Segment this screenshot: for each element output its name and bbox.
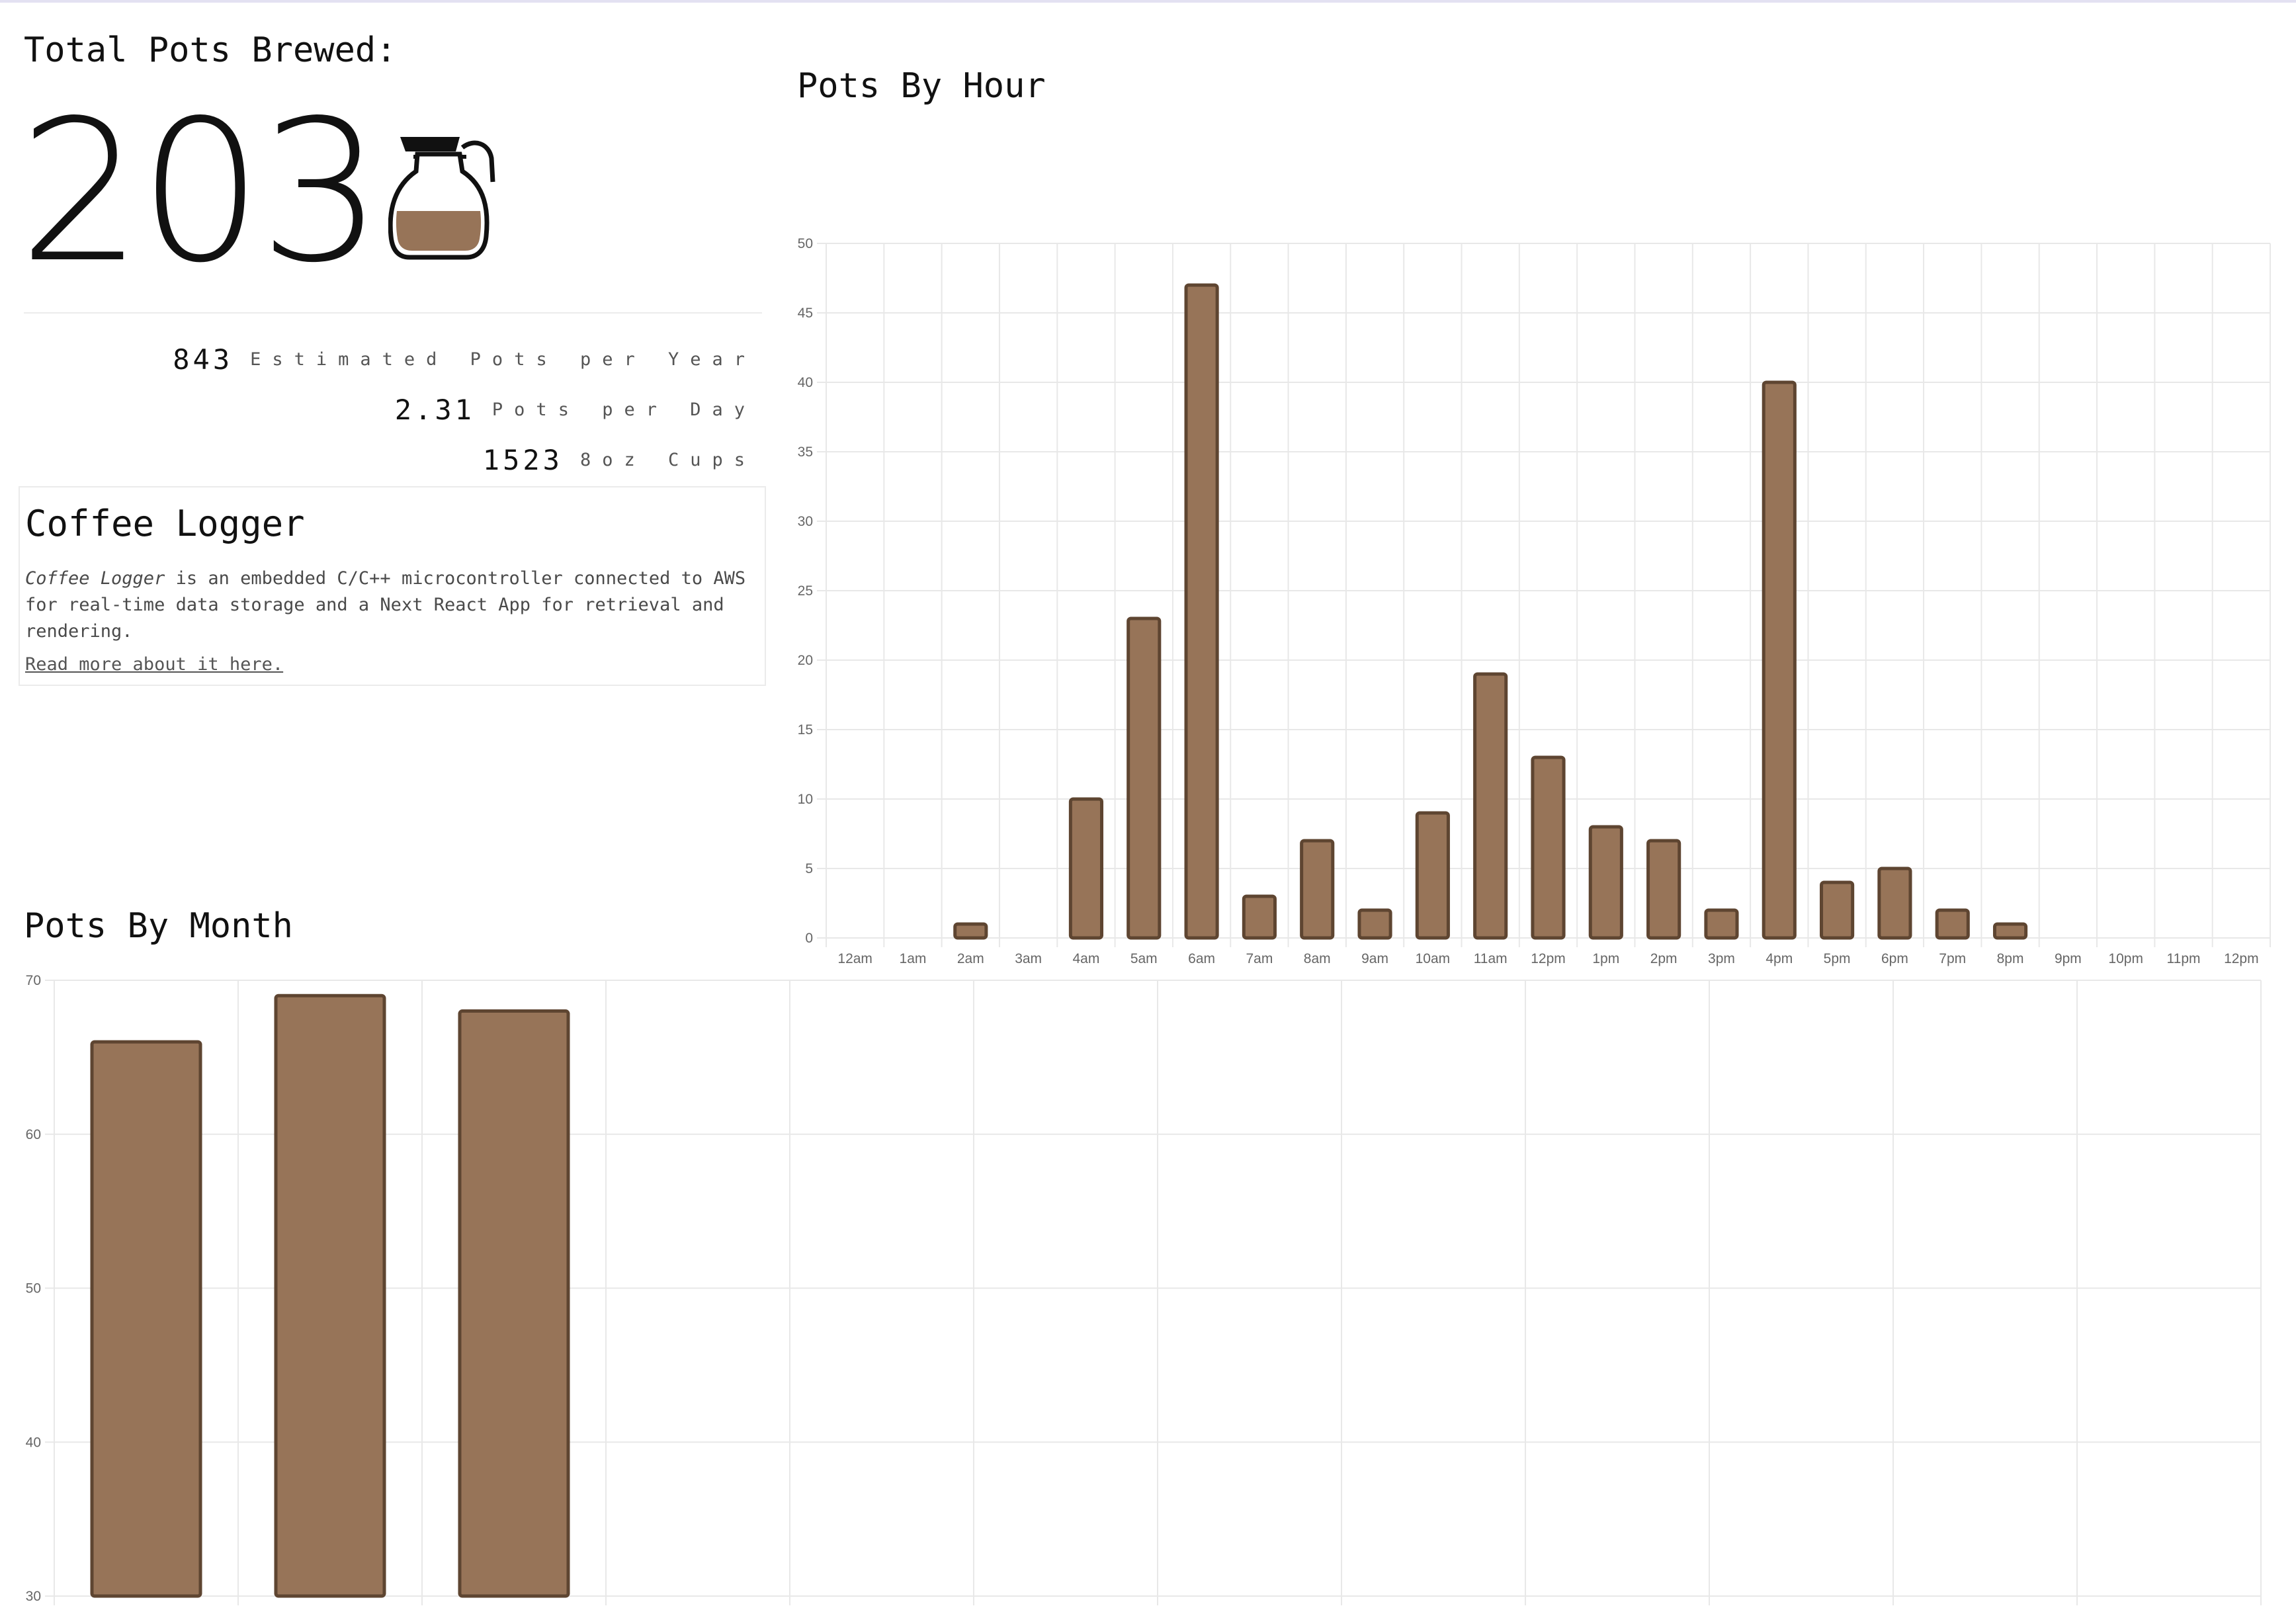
y-tick-label: 5 bbox=[805, 861, 813, 876]
x-tick-label: 12am bbox=[837, 951, 872, 966]
y-tick-label: 50 bbox=[798, 236, 813, 251]
stat-row: 843 Estimated Pots per Year bbox=[28, 334, 756, 384]
coffee-pot-icon bbox=[388, 137, 495, 260]
bar bbox=[1935, 908, 1970, 940]
y-tick-label: 25 bbox=[798, 583, 813, 599]
x-tick-label: 2am bbox=[957, 951, 984, 966]
about-description: Coffee Logger is an embedded C/C++ micro… bbox=[25, 566, 759, 645]
y-tick-label: 40 bbox=[26, 1435, 41, 1450]
bar bbox=[274, 993, 386, 1598]
stat-label: Pots per Day bbox=[491, 399, 756, 420]
about-card: Coffee Logger Coffee Logger is an embedd… bbox=[19, 486, 766, 686]
stat-label: Estimated Pots per Year bbox=[250, 349, 756, 370]
x-tick-label: 2pm bbox=[1650, 951, 1678, 966]
top-accent-line bbox=[0, 0, 2296, 3]
x-tick-label: 4am bbox=[1073, 951, 1100, 966]
y-tick-label: 10 bbox=[798, 792, 813, 807]
total-pots-label: Total Pots Brewed: bbox=[24, 30, 397, 70]
bar bbox=[1877, 866, 1912, 940]
total-pots-value: 203 bbox=[19, 78, 383, 306]
x-tick-label: 8am bbox=[1304, 951, 1331, 966]
x-tick-label: 3pm bbox=[1708, 951, 1735, 966]
y-tick-label: 15 bbox=[798, 722, 813, 738]
bar bbox=[1184, 283, 1219, 940]
bar bbox=[1820, 880, 1855, 940]
x-tick-label: 8pm bbox=[1997, 951, 2024, 966]
read-more-link[interactable]: Read more about it here. bbox=[25, 654, 284, 675]
y-tick-label: 45 bbox=[798, 306, 813, 321]
bar bbox=[1531, 755, 1566, 940]
about-title: Coffee Logger bbox=[25, 503, 305, 544]
bar bbox=[1704, 908, 1739, 940]
x-tick-label: 12pm bbox=[1531, 951, 1566, 966]
bar bbox=[1992, 922, 2028, 940]
x-tick-label: 11pm bbox=[2167, 951, 2201, 966]
y-tick-label: 60 bbox=[26, 1127, 41, 1142]
x-tick-label: 9am bbox=[1361, 951, 1388, 966]
stat-label: 8oz Cups bbox=[579, 449, 756, 470]
stats-list: 843 Estimated Pots per Year 2.31 Pots pe… bbox=[28, 334, 756, 485]
bar bbox=[1415, 811, 1450, 940]
bar bbox=[1300, 839, 1335, 940]
y-tick-label: 35 bbox=[798, 444, 813, 460]
x-tick-label: 9pm bbox=[2055, 951, 2082, 966]
y-tick-label: 0 bbox=[805, 931, 813, 946]
stat-value: 843 bbox=[173, 343, 234, 376]
y-tick-label: 30 bbox=[26, 1589, 41, 1604]
stat-value: 2.31 bbox=[394, 393, 475, 426]
bar bbox=[458, 1009, 570, 1598]
bar bbox=[1127, 616, 1162, 940]
bar bbox=[1588, 825, 1623, 940]
x-tick-label: 6am bbox=[1188, 951, 1215, 966]
month-chart-title: Pots By Month bbox=[24, 906, 293, 946]
y-tick-label: 70 bbox=[26, 973, 41, 988]
x-tick-label: 6pm bbox=[1881, 951, 1908, 966]
bar bbox=[1068, 797, 1104, 940]
x-tick-label: 10am bbox=[1416, 951, 1451, 966]
x-tick-label: 10pm bbox=[2108, 951, 2143, 966]
summary-divider bbox=[24, 312, 762, 314]
y-tick-label: 40 bbox=[798, 375, 813, 390]
bar bbox=[90, 1040, 202, 1598]
about-name-em: Coffee Logger bbox=[25, 568, 165, 589]
bar bbox=[1646, 839, 1681, 940]
x-tick-label: 1am bbox=[900, 951, 927, 966]
total-pots-row: 203 bbox=[19, 78, 501, 306]
x-tick-label: 5am bbox=[1130, 951, 1158, 966]
x-tick-label: 3am bbox=[1015, 951, 1042, 966]
stat-value: 1523 bbox=[482, 443, 563, 476]
stat-row: 2.31 Pots per Day bbox=[28, 384, 756, 435]
x-tick-label: 7pm bbox=[1939, 951, 1966, 966]
x-tick-label: 1pm bbox=[1592, 951, 1619, 966]
bar bbox=[1357, 908, 1392, 940]
about-description-text: is an embedded C/C++ microcontroller con… bbox=[25, 568, 746, 642]
bar bbox=[1473, 672, 1508, 940]
x-tick-label: 5pm bbox=[1824, 951, 1851, 966]
x-tick-label: 11am bbox=[1474, 951, 1508, 966]
y-tick-label: 50 bbox=[26, 1281, 41, 1296]
y-tick-label: 30 bbox=[798, 514, 813, 529]
y-tick-label: 20 bbox=[798, 653, 813, 668]
stat-row: 1523 8oz Cups bbox=[28, 435, 756, 485]
hour-chart-title: Pots By Hour bbox=[797, 66, 1046, 106]
x-tick-label: 7am bbox=[1246, 951, 1273, 966]
bar bbox=[953, 922, 988, 940]
bar bbox=[1242, 894, 1277, 940]
bar bbox=[1762, 380, 1797, 940]
x-tick-label: 12pm bbox=[2224, 951, 2259, 966]
x-tick-label: 4pm bbox=[1765, 951, 1793, 966]
